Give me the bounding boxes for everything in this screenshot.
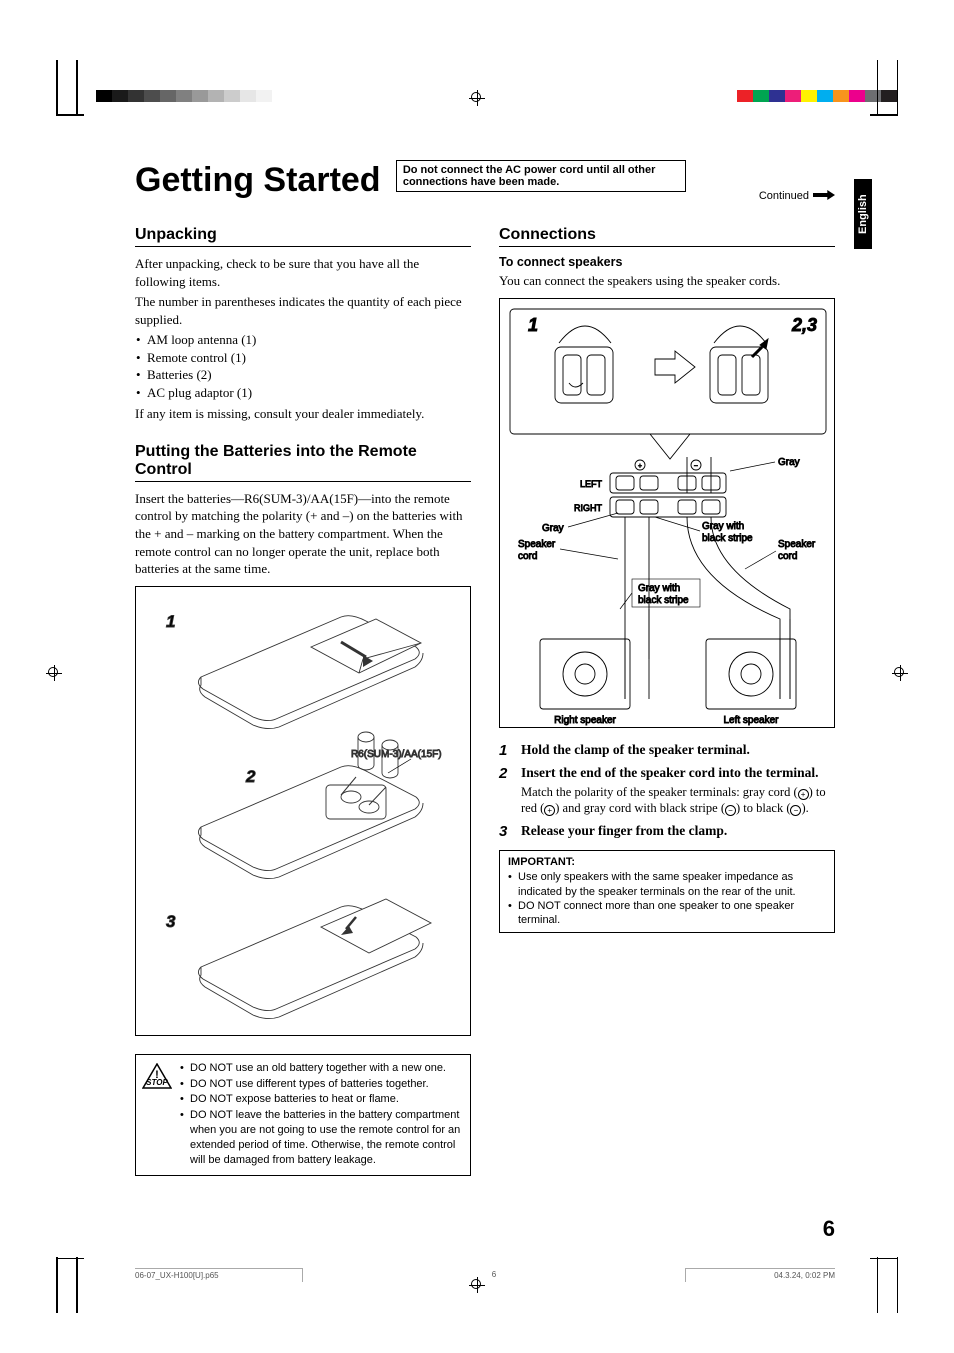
svg-text:−: − xyxy=(694,462,698,470)
grayscale-bar xyxy=(96,90,288,102)
crop-mark xyxy=(877,60,879,116)
batteries-p: Insert the batteries—R6(SUM-3)/AA(15F)—i… xyxy=(135,490,471,578)
list-item: AC plug adaptor (1) xyxy=(135,384,471,402)
svg-text:cord: cord xyxy=(518,551,537,562)
registration-mark xyxy=(892,665,908,681)
svg-text:Gray: Gray xyxy=(778,457,800,468)
warning-icon: STOP ! xyxy=(142,1063,172,1091)
power-note-box: Do not connect the AC power cord until a… xyxy=(396,160,686,192)
heading-connections: Connections xyxy=(499,226,835,247)
crop-mark xyxy=(56,114,84,116)
footer-file: 06-07_UX-H100[U].p65 xyxy=(135,1268,303,1282)
registration-mark xyxy=(469,90,485,106)
heading-unpacking: Unpacking xyxy=(135,226,471,247)
svg-text:Gray with: Gray with xyxy=(638,583,680,594)
fig-step-3: 3 xyxy=(166,912,176,931)
list-item: Batteries (2) xyxy=(135,366,471,384)
crop-mark xyxy=(897,60,899,116)
continued-label: Continued xyxy=(759,190,835,202)
page-number: 6 xyxy=(823,1216,835,1242)
list-item: Use only speakers with the same speaker … xyxy=(508,870,826,899)
page-title: Getting Started xyxy=(135,161,381,200)
connection-steps: 1 Hold the clamp of the speaker terminal… xyxy=(499,742,835,841)
heading-batteries: Putting the Batteries into the Remote Co… xyxy=(135,443,471,482)
step-1: 1 Hold the clamp of the speaker terminal… xyxy=(499,742,835,759)
svg-text:RIGHT: RIGHT xyxy=(574,503,603,513)
battery-type-label: R6(SUM-3)/AA(15F) xyxy=(351,749,442,760)
crop-mark xyxy=(56,1258,84,1260)
battery-warning-box: STOP ! DO NOT use an old battery togethe… xyxy=(135,1054,471,1176)
svg-text:Speaker: Speaker xyxy=(778,539,816,550)
svg-text:black stripe: black stripe xyxy=(638,595,689,606)
unpacking-p3: If any item is missing, consult your dea… xyxy=(135,405,471,423)
svg-text:Gray: Gray xyxy=(542,523,564,534)
svg-text:Right speaker: Right speaker xyxy=(554,715,616,726)
list-item: Remote control (1) xyxy=(135,349,471,367)
svg-text:LEFT: LEFT xyxy=(580,479,603,489)
supplied-items-list: AM loop antenna (1) Remote control (1) B… xyxy=(135,331,471,401)
crop-mark xyxy=(76,60,78,116)
svg-text:1: 1 xyxy=(528,315,538,335)
unpacking-p1: After unpacking, check to be sure that y… xyxy=(135,255,471,290)
list-item: DO NOT use an old battery together with … xyxy=(180,1061,462,1076)
crop-mark xyxy=(76,1257,78,1313)
step-2: 2 Insert the end of the speaker cord int… xyxy=(499,765,835,818)
connect-speakers-p: You can connect the speakers using the s… xyxy=(499,272,835,290)
list-item: DO NOT use different types of batteries … xyxy=(180,1077,462,1092)
svg-text:!: ! xyxy=(155,1069,159,1081)
list-item: DO NOT leave the batteries in the batter… xyxy=(180,1108,462,1167)
footer-timestamp: 04.3.24, 0:02 PM xyxy=(685,1268,835,1282)
language-tab: English xyxy=(854,179,872,249)
svg-text:Left speaker: Left speaker xyxy=(723,715,779,726)
crop-mark xyxy=(877,1257,879,1313)
footer-page: 6 xyxy=(303,1268,685,1282)
svg-text:Gray with: Gray with xyxy=(702,521,744,532)
registration-mark xyxy=(46,665,62,681)
svg-text:+: + xyxy=(638,462,642,470)
important-box: IMPORTANT: Use only speakers with the sa… xyxy=(499,850,835,933)
crop-mark xyxy=(870,1258,898,1260)
svg-text:Speaker: Speaker xyxy=(518,539,556,550)
speaker-connection-figure: 1 2,3 xyxy=(499,298,835,728)
fig-step-2: 2 xyxy=(245,767,256,786)
important-title: IMPORTANT: xyxy=(508,856,826,868)
footer: 06-07_UX-H100[U].p65 6 04.3.24, 0:02 PM xyxy=(135,1268,835,1282)
svg-text:2,3: 2,3 xyxy=(791,315,817,335)
page-content: Getting Started Do not connect the AC po… xyxy=(135,160,835,1176)
crop-mark xyxy=(56,1257,58,1313)
list-item: DO NOT expose batteries to heat or flame… xyxy=(180,1092,462,1107)
crop-mark xyxy=(897,1257,899,1313)
color-bar xyxy=(737,90,897,102)
step-2-desc: Match the polarity of the speaker termin… xyxy=(521,784,835,818)
list-item: DO NOT connect more than one speaker to … xyxy=(508,899,826,928)
heading-connect-speakers: To connect speakers xyxy=(499,255,835,269)
step-3: 3 Release your finger from the clamp. xyxy=(499,823,835,840)
list-item: AM loop antenna (1) xyxy=(135,331,471,349)
unpacking-p2: The number in parentheses indicates the … xyxy=(135,293,471,328)
right-column: Connections To connect speakers You can … xyxy=(499,226,835,1176)
remote-battery-figure: 1 xyxy=(135,586,471,1036)
svg-text:black stripe: black stripe xyxy=(702,533,753,544)
fig-step-1: 1 xyxy=(166,612,175,631)
crop-mark xyxy=(56,60,58,116)
svg-text:cord: cord xyxy=(778,551,797,562)
left-column: Unpacking After unpacking, check to be s… xyxy=(135,226,471,1176)
crop-mark xyxy=(870,114,898,116)
